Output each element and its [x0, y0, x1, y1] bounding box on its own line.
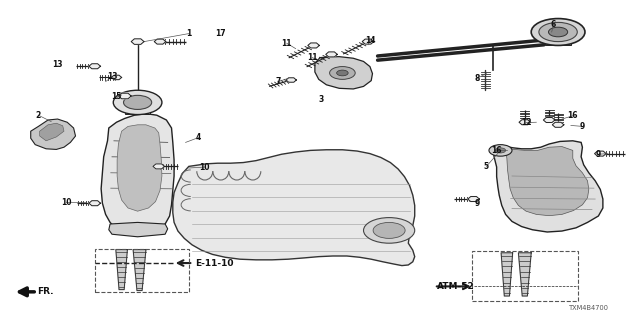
Polygon shape	[89, 201, 100, 206]
Polygon shape	[116, 250, 127, 290]
Bar	[95, 249, 189, 292]
Text: 10: 10	[200, 163, 210, 172]
Polygon shape	[468, 196, 479, 202]
Circle shape	[330, 67, 355, 79]
Text: 9: 9	[474, 199, 479, 208]
Text: 1: 1	[186, 29, 191, 38]
Text: 16: 16	[491, 146, 501, 155]
Polygon shape	[109, 222, 168, 237]
Text: 13: 13	[52, 60, 63, 68]
Text: 4: 4	[196, 133, 201, 142]
Polygon shape	[519, 120, 531, 125]
Text: 3: 3	[319, 95, 324, 104]
Polygon shape	[117, 125, 162, 211]
Polygon shape	[518, 253, 531, 296]
Text: 5: 5	[484, 162, 489, 171]
Polygon shape	[362, 39, 374, 44]
Polygon shape	[595, 151, 606, 156]
Text: TXM4B4700: TXM4B4700	[570, 305, 609, 311]
Polygon shape	[315, 57, 372, 89]
Text: 6: 6	[551, 20, 556, 28]
Polygon shape	[308, 43, 319, 48]
Polygon shape	[545, 32, 571, 45]
Polygon shape	[89, 64, 100, 69]
Text: 17: 17	[216, 29, 226, 38]
Bar	[472, 251, 578, 301]
Polygon shape	[552, 122, 564, 127]
Circle shape	[495, 148, 506, 153]
Polygon shape	[131, 39, 144, 44]
Text: 2: 2	[36, 111, 41, 120]
Circle shape	[489, 145, 512, 156]
Text: 15: 15	[111, 92, 122, 100]
Text: 11: 11	[282, 39, 292, 48]
Polygon shape	[31, 119, 76, 149]
Polygon shape	[40, 123, 64, 141]
Circle shape	[124, 95, 152, 109]
Polygon shape	[153, 164, 164, 169]
Circle shape	[548, 27, 568, 37]
Circle shape	[364, 218, 415, 243]
Text: E-11-10: E-11-10	[195, 259, 234, 268]
Text: 8: 8	[474, 74, 479, 83]
Polygon shape	[173, 150, 415, 266]
Text: 16: 16	[568, 111, 578, 120]
Polygon shape	[543, 117, 555, 123]
Polygon shape	[133, 250, 146, 291]
Polygon shape	[101, 114, 174, 236]
Text: 11: 11	[307, 53, 317, 62]
Circle shape	[337, 70, 348, 76]
Text: 9: 9	[580, 122, 585, 131]
Polygon shape	[326, 52, 337, 57]
Text: 12: 12	[521, 118, 531, 127]
Text: 7: 7	[276, 77, 281, 86]
Polygon shape	[125, 102, 150, 114]
Polygon shape	[118, 93, 131, 99]
Circle shape	[373, 222, 405, 238]
Circle shape	[539, 22, 577, 42]
Text: ATM-52: ATM-52	[437, 282, 475, 291]
Text: 14: 14	[365, 36, 375, 44]
Text: 10: 10	[61, 198, 71, 207]
Polygon shape	[506, 147, 589, 216]
Circle shape	[113, 90, 162, 115]
Polygon shape	[493, 141, 603, 232]
Circle shape	[531, 19, 585, 45]
Text: FR.: FR.	[37, 287, 54, 296]
Polygon shape	[111, 75, 122, 80]
Text: 13: 13	[107, 72, 117, 81]
Polygon shape	[501, 253, 513, 296]
Text: 9: 9	[596, 150, 601, 159]
Polygon shape	[286, 78, 296, 82]
Polygon shape	[154, 39, 166, 44]
